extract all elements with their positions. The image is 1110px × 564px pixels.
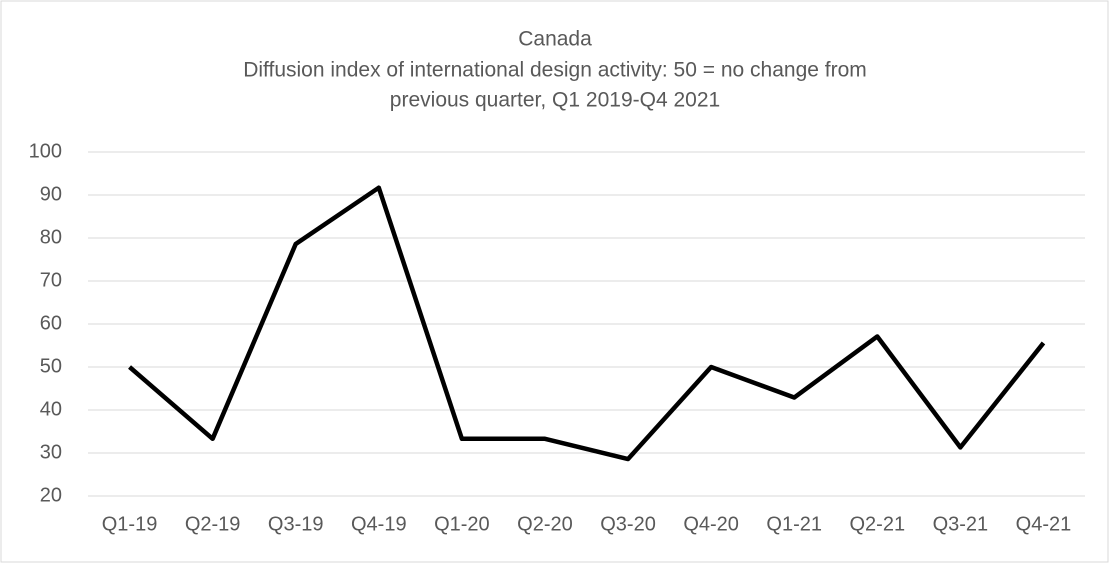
x-tick-label: Q2-19 xyxy=(185,513,241,535)
x-tick-label: Q4-21 xyxy=(1016,513,1072,535)
chart-subtitle: Diffusion index of international design … xyxy=(243,59,867,82)
chart-title: Canada xyxy=(518,28,592,51)
x-tick-label: Q4-20 xyxy=(683,513,739,535)
y-tick-label: 20 xyxy=(40,484,62,506)
y-tick-label: 90 xyxy=(40,183,62,205)
y-tick-label: 40 xyxy=(40,398,62,420)
x-tick-label: Q1-19 xyxy=(102,513,158,535)
x-tick-label: Q3-20 xyxy=(600,513,656,535)
x-tick-label: Q1-21 xyxy=(766,513,822,535)
x-tick-label: Q3-19 xyxy=(268,513,324,535)
x-tick-label: Q2-21 xyxy=(849,513,905,535)
y-tick-label: 30 xyxy=(40,441,62,463)
y-tick-label: 70 xyxy=(40,269,62,291)
x-tick-label: Q4-19 xyxy=(351,513,407,535)
chart-subtitle: previous quarter, Q1 2019-Q4 2021 xyxy=(390,89,720,112)
x-tick-label: Q2-20 xyxy=(517,513,573,535)
x-tick-label: Q3-21 xyxy=(933,513,989,535)
y-tick-label: 60 xyxy=(40,312,62,334)
y-tick-label: 50 xyxy=(40,355,62,377)
data-line xyxy=(128,185,1046,462)
y-tick-label: 100 xyxy=(29,140,62,162)
x-tick-label: Q1-20 xyxy=(434,513,490,535)
y-tick-label: 80 xyxy=(40,226,62,248)
